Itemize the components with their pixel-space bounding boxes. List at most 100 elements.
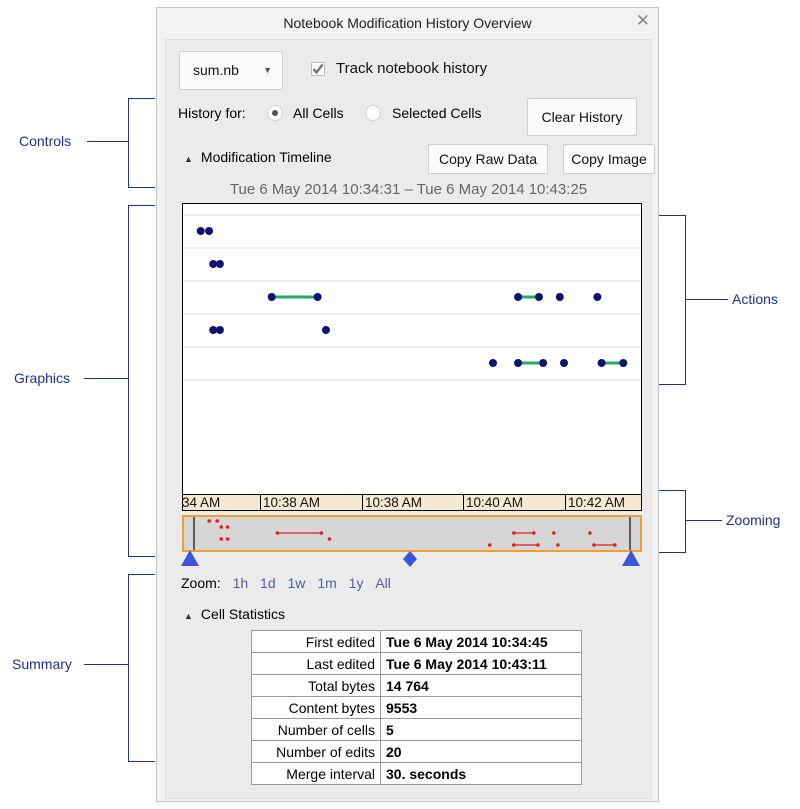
stat-value: 9553 — [380, 696, 582, 719]
zoom-1w[interactable]: 1w — [287, 575, 306, 591]
axis-tick-label: 34 AM — [182, 495, 221, 510]
stat-key: Merge interval — [251, 762, 381, 785]
callout-summary-leader — [84, 664, 128, 665]
callout-actions-leader — [686, 299, 728, 300]
radio-selected-dot — [272, 110, 278, 116]
stat-key: Total bytes — [251, 674, 381, 697]
edit-point — [205, 227, 214, 235]
overview-point — [219, 537, 224, 541]
axis-tick-label: 10:42 AM — [565, 495, 625, 510]
zoom-all[interactable]: All — [375, 575, 391, 591]
overview-plot-svg — [193, 517, 631, 550]
zoom-1y[interactable]: 1y — [348, 575, 364, 591]
stat-value: 14 764 — [380, 674, 582, 697]
overview-point — [225, 537, 230, 541]
history-for-label: History for: — [178, 105, 246, 121]
dialog-content: sum.nb ▼ Track notebook history History … — [165, 39, 655, 799]
overview-point — [536, 543, 540, 547]
table-row: Total bytes 14 764 — [251, 674, 582, 697]
callout-summary: Summary — [12, 656, 72, 672]
overview-point — [225, 525, 230, 529]
stat-key: Last edited — [251, 652, 381, 675]
overview-point — [487, 543, 492, 547]
stat-key: Number of cells — [251, 718, 381, 741]
callout-zooming-bracket — [651, 490, 686, 553]
radio-selected-cells-label: Selected Cells — [392, 105, 482, 121]
stat-value: 5 — [380, 718, 582, 741]
table-row: Number of cells 5 — [251, 718, 582, 741]
overview-range-selector[interactable] — [182, 515, 642, 552]
notebook-select[interactable]: sum.nb ▼ — [179, 51, 283, 90]
time-axis: 34 AM 10:38 AM 10:38 AM 10:40 AM 10:42 A… — [182, 494, 642, 511]
callout-graphics: Graphics — [14, 370, 71, 386]
zoom-1m[interactable]: 1m — [317, 575, 337, 591]
range-left-handle[interactable] — [181, 550, 199, 566]
edit-point — [560, 359, 569, 367]
window-title: Notebook Modification History Overview — [283, 15, 532, 31]
chevron-down-icon: ▼ — [263, 65, 272, 75]
callout-controls: Controls — [19, 133, 72, 149]
overview-point — [207, 519, 212, 523]
copy-raw-data-button[interactable]: Copy Raw Data — [428, 144, 548, 174]
title-bar[interactable]: Notebook Modification History Overview ✕ — [157, 8, 658, 38]
edit-point — [593, 293, 602, 301]
table-row: Number of edits 20 — [251, 740, 582, 763]
radio-all-cells-label: All Cells — [293, 105, 344, 121]
cell-statistics-title: Cell Statistics — [200, 606, 285, 622]
copy-image-button[interactable]: Copy Image — [563, 144, 655, 174]
callout-zooming-leader — [686, 520, 722, 521]
radio-selected-cells[interactable] — [365, 105, 381, 121]
callout-summary-bracket — [128, 574, 155, 762]
zoom-controls: Zoom: 1h 1d 1w 1m 1y All — [181, 575, 391, 591]
stat-value: 20 — [380, 740, 582, 763]
overview-point — [612, 543, 617, 547]
zoom-label: Zoom: — [181, 575, 221, 591]
radio-all-cells[interactable] — [267, 105, 283, 121]
cell-statistics-toggle[interactable]: ▲ Cell Statistics — [184, 606, 285, 622]
stat-key: Content bytes — [251, 696, 381, 719]
edit-point — [489, 359, 498, 367]
edit-point — [514, 293, 523, 301]
zoom-1d[interactable]: 1d — [260, 575, 276, 591]
modification-timeline-title: Modification Timeline — [200, 149, 332, 165]
modification-timeline-toggle[interactable]: ▲ Modification Timeline — [184, 149, 332, 165]
stat-key: First edited — [251, 630, 381, 653]
overview-point — [327, 537, 332, 541]
overview-point — [215, 519, 220, 523]
axis-tick-label: 10:40 AM — [463, 495, 523, 510]
edit-point — [215, 326, 224, 334]
overview-point — [319, 531, 324, 535]
date-range-label: Tue 6 May 2014 10:34:31 – Tue 6 May 2014… — [229, 181, 588, 198]
notebook-select-value: sum.nb — [193, 62, 239, 78]
table-row: First edited Tue 6 May 2014 10:34:45 — [251, 630, 582, 653]
callout-controls-leader — [87, 141, 128, 142]
track-history-label: Track notebook history — [336, 60, 488, 77]
edit-point — [209, 260, 218, 268]
table-row: Content bytes 9553 — [251, 696, 582, 719]
chevron-up-icon: ▲ — [184, 611, 193, 621]
overview-point — [556, 543, 560, 547]
overview-point — [552, 531, 556, 535]
callout-actions: Actions — [732, 291, 778, 307]
clear-history-button[interactable]: Clear History — [527, 98, 637, 136]
callout-graphics-bracket — [128, 205, 155, 557]
callout-controls-bracket — [128, 98, 155, 188]
range-center-handle[interactable] — [403, 551, 417, 567]
timeline-plot[interactable] — [182, 203, 642, 501]
cell-statistics-table: First edited Tue 6 May 2014 10:34:45 Last… — [251, 630, 582, 785]
axis-tick-label: 10:38 AM — [260, 495, 320, 510]
stat-value: Tue 6 May 2014 10:34:45 — [380, 630, 582, 653]
zoom-1h[interactable]: 1h — [232, 575, 249, 591]
edit-point — [555, 293, 564, 301]
table-row: Merge interval 30. seconds — [251, 762, 582, 785]
range-right-handle[interactable] — [622, 550, 640, 566]
edit-point — [597, 359, 606, 367]
edit-point — [619, 359, 628, 367]
edit-point — [209, 326, 218, 334]
close-icon[interactable]: ✕ — [635, 11, 650, 30]
stat-value: Tue 6 May 2014 10:43:11 — [380, 652, 582, 675]
edit-point — [514, 359, 523, 367]
timeline-plot-svg — [183, 214, 641, 381]
axis-tick-label: 10:38 AM — [362, 495, 422, 510]
track-history-checkbox[interactable] — [311, 62, 325, 76]
